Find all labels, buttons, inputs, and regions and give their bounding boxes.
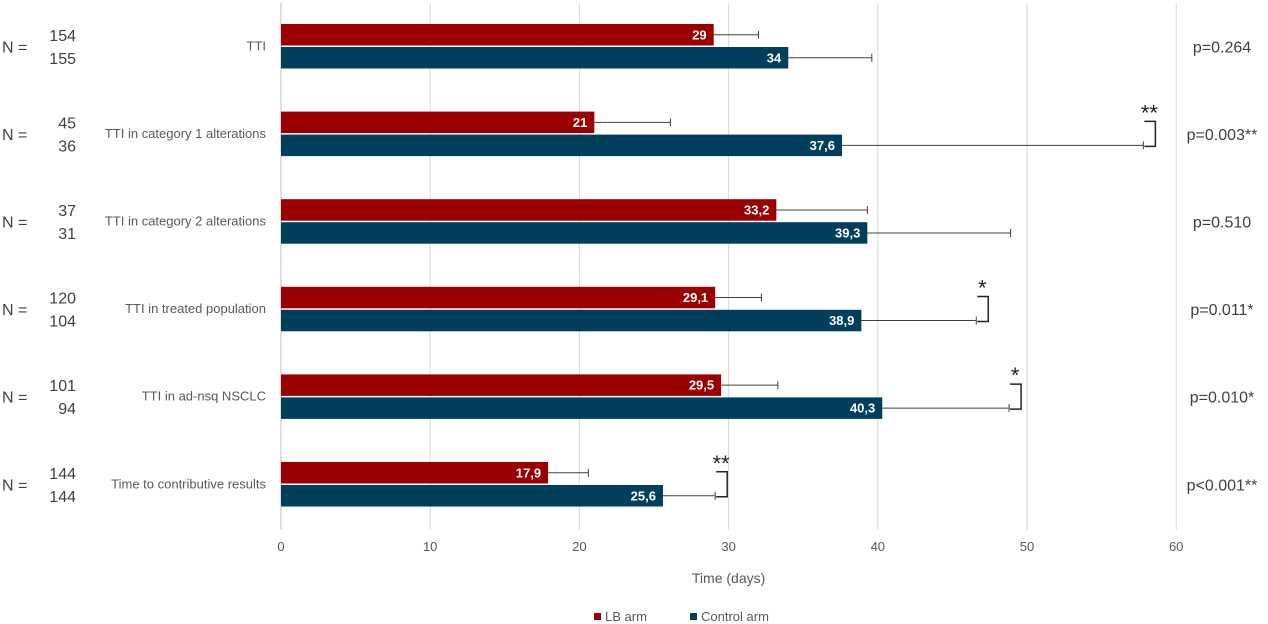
significance-bracket <box>1010 383 1022 410</box>
n-label: N = <box>2 214 27 231</box>
bar-lb-arm <box>281 199 777 221</box>
n-value: 104 <box>49 314 76 331</box>
data-label: 33,2 <box>744 202 769 217</box>
x-tick-label: 10 <box>423 539 437 554</box>
data-label: 39,3 <box>835 225 860 240</box>
n-value: 155 <box>49 51 76 68</box>
legend: LB arm Control arm <box>594 609 769 624</box>
n-value: 94 <box>58 401 76 418</box>
category-label: TTI in treated population <box>125 301 266 316</box>
grid-lines <box>280 3 1177 530</box>
category-label: TTI in ad-nsq NSCLC <box>142 389 266 404</box>
data-label: 38,9 <box>829 313 854 328</box>
bar-control-arm <box>281 397 883 419</box>
n-value: 45 <box>58 115 76 132</box>
data-label: 21 <box>573 115 587 130</box>
p-value: p=0.510 <box>1193 214 1251 231</box>
bar-control-arm <box>281 47 789 69</box>
n-value: 37 <box>58 203 76 220</box>
legend-swatch <box>690 613 697 620</box>
data-label: 40,3 <box>850 401 875 416</box>
bar-lb-arm <box>281 111 595 134</box>
n-value: 120 <box>49 291 76 308</box>
significance-bracket <box>716 471 728 498</box>
legend-entry: LB arm <box>605 609 647 624</box>
data-label: 34 <box>767 50 782 65</box>
significance-bracket <box>977 295 990 323</box>
n-value: 154 <box>49 28 76 45</box>
p-value: p<0.001** <box>1187 477 1258 494</box>
n-label: N = <box>2 477 27 494</box>
category-label: TTI in category 2 alterations <box>105 213 267 228</box>
x-tick-label: 30 <box>721 539 735 554</box>
x-tick-label: 60 <box>1169 539 1183 554</box>
data-label: 17,9 <box>516 465 541 480</box>
bars-group <box>281 24 1157 507</box>
n-value: 101 <box>49 378 76 395</box>
bar-control-arm <box>281 222 868 244</box>
n-value: 31 <box>58 226 76 243</box>
significance-marker: ** <box>1141 100 1159 125</box>
n-label: N = <box>2 127 27 144</box>
significance-marker: ** <box>713 451 731 476</box>
bar-lb-arm <box>281 462 549 484</box>
data-label: 29 <box>692 27 706 42</box>
data-label: 29,1 <box>683 290 708 305</box>
n-label: N = <box>2 390 27 407</box>
p-value: p=0.010* <box>1190 390 1255 407</box>
labels-group: 0 10 20 30 40 50 60 TTI N = 29 154 34 155 p=0.264 TTI … <box>2 27 1257 554</box>
significance-marker: * <box>978 276 987 301</box>
x-tick-label: 50 <box>1020 539 1034 554</box>
data-label: 37,6 <box>810 138 835 153</box>
bar-control-arm <box>281 309 862 332</box>
significance-marker: * <box>1011 363 1020 388</box>
category-label: TTI in category 1 alterations <box>105 126 267 141</box>
n-value: 144 <box>49 466 76 483</box>
p-value: p=0.264 <box>1193 39 1251 56</box>
n-value: 36 <box>58 138 76 155</box>
bar-lb-arm <box>281 24 714 46</box>
x-tick-label: 20 <box>572 539 586 554</box>
bar-lb-arm <box>281 286 716 309</box>
p-value: p=0.011* <box>1190 302 1253 319</box>
significance-bracket <box>1144 120 1157 148</box>
bar-lb-arm <box>281 374 722 396</box>
n-label: N = <box>2 302 27 319</box>
x-axis-label: Time (days) <box>692 570 765 586</box>
category-label: Time to contributive results <box>111 476 266 491</box>
bar-control-arm <box>281 485 663 507</box>
x-tick-label: 0 <box>277 539 284 554</box>
n-value: 144 <box>49 489 76 506</box>
bar-control-arm <box>281 134 842 157</box>
p-value: p=0.003** <box>1187 127 1258 144</box>
legend-entry: Control arm <box>701 609 769 624</box>
x-tick-label: 40 <box>871 539 885 554</box>
n-label: N = <box>2 39 27 56</box>
category-label: TTI <box>247 38 267 53</box>
data-label: 29,5 <box>689 378 714 393</box>
legend-swatch <box>594 613 601 620</box>
data-label: 25,6 <box>631 488 656 503</box>
